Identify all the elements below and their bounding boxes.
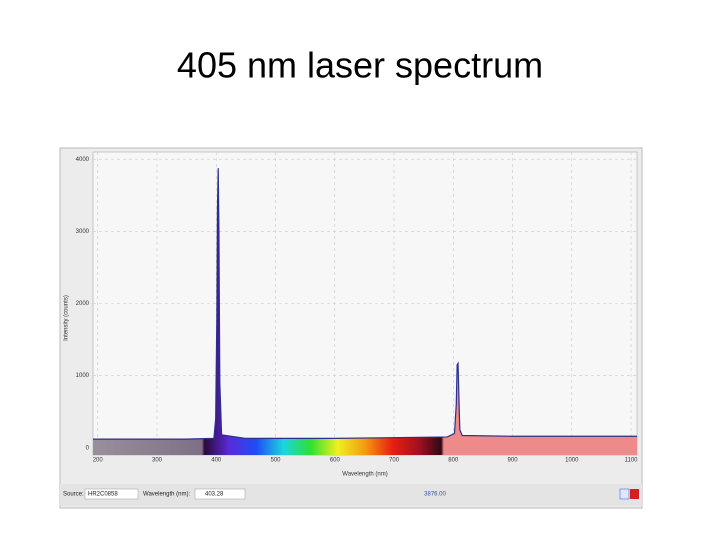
x-tick-label: 500 [271,458,282,464]
y-axis-label: Intensity (counts) [64,295,70,341]
close-button[interactable] [630,489,639,499]
slide-title: 405 nm laser spectrum [177,45,543,86]
source-label: Source: [63,492,84,498]
spectrum-line [93,168,637,440]
x-tick-label: 1000 [565,458,579,464]
y-tick-label: 4000 [76,157,90,163]
y-tick-label: 1000 [76,373,90,379]
source-dropdown[interactable] [84,488,139,500]
x-tick-label: 200 [93,458,104,464]
x-tick-label: 400 [211,458,222,464]
x-tick-label: 900 [508,458,519,464]
x-tick-label: 300 [152,458,163,464]
x-axis-label: Wavelength (nm) [342,472,387,478]
y-tick-label: 2000 [76,301,90,307]
x-tick-label: 800 [448,458,459,464]
y-tick-label: 3000 [76,229,90,235]
wavelength-input[interactable] [194,488,246,500]
source-value: HR2C0858 [88,492,118,498]
toolbar-button[interactable] [619,488,630,500]
x-tick-label: 1100 [625,458,639,464]
wavelength-label: Wavelength (nm): [143,492,190,498]
intensity-value: 3876.00 [424,492,446,498]
wavelength-value: 403.28 [205,492,224,498]
x-tick-label: 600 [330,458,341,464]
x-tick-label: 700 [389,458,400,464]
y-tick-label: 0 [86,445,90,451]
